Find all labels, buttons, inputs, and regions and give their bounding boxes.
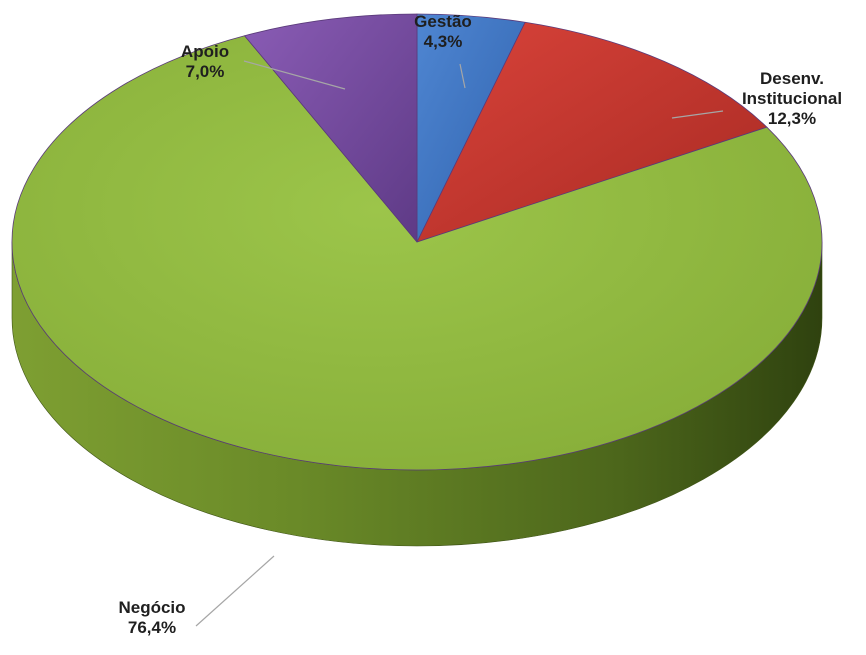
data-label-category: Gestão: [414, 12, 472, 31]
data-label-category: Desenv.: [760, 69, 824, 88]
slice-apoio[interactable]: [244, 13, 418, 243]
slice-desenv-institucional[interactable]: [416, 21, 768, 243]
data-label-value: 12,3%: [768, 109, 816, 128]
slice-neg-cio[interactable]: [11, 35, 823, 471]
pie-top-layer: [11, 13, 823, 471]
leader-line: [195, 555, 275, 627]
data-label-category: Negócio: [118, 598, 185, 617]
data-label-category: Institucional: [742, 89, 842, 108]
leader-line: [459, 63, 466, 89]
leader-line: [671, 110, 724, 119]
data-label-value: 76,4%: [128, 618, 176, 637]
data-label-category: Apoio: [181, 42, 229, 61]
leader-lines: [195, 60, 724, 627]
data-label-value: 7,0%: [186, 62, 225, 81]
leader-line: [243, 60, 346, 90]
data-label-value: 4,3%: [424, 32, 463, 51]
